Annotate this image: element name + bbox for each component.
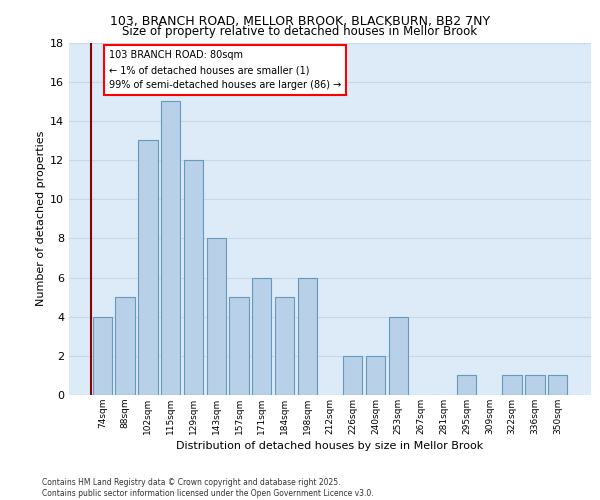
- Bar: [298, 278, 317, 395]
- Bar: [389, 316, 408, 395]
- Text: Contains HM Land Registry data © Crown copyright and database right 2025.
Contai: Contains HM Land Registry data © Crown c…: [42, 478, 374, 498]
- Bar: [184, 160, 203, 395]
- Bar: [229, 297, 248, 395]
- X-axis label: Distribution of detached houses by size in Mellor Brook: Distribution of detached houses by size …: [176, 441, 484, 451]
- Y-axis label: Number of detached properties: Number of detached properties: [36, 131, 46, 306]
- Bar: [138, 140, 158, 395]
- Bar: [93, 316, 112, 395]
- Text: 103 BRANCH ROAD: 80sqm
← 1% of detached houses are smaller (1)
99% of semi-detac: 103 BRANCH ROAD: 80sqm ← 1% of detached …: [109, 50, 341, 90]
- Bar: [343, 356, 362, 395]
- Bar: [115, 297, 135, 395]
- Text: Size of property relative to detached houses in Mellor Brook: Size of property relative to detached ho…: [122, 25, 478, 38]
- Bar: [366, 356, 385, 395]
- Bar: [252, 278, 271, 395]
- Bar: [457, 376, 476, 395]
- Bar: [525, 376, 545, 395]
- Bar: [502, 376, 522, 395]
- Text: 103, BRANCH ROAD, MELLOR BROOK, BLACKBURN, BB2 7NY: 103, BRANCH ROAD, MELLOR BROOK, BLACKBUR…: [110, 15, 490, 28]
- Bar: [206, 238, 226, 395]
- Bar: [161, 102, 181, 395]
- Bar: [275, 297, 294, 395]
- Bar: [548, 376, 567, 395]
